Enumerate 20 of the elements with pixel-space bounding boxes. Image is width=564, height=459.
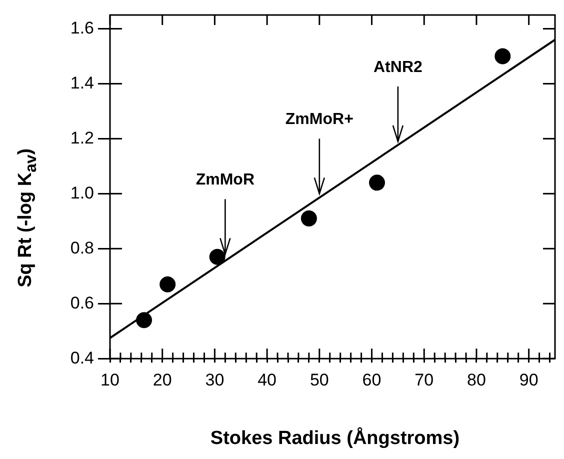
y-tick-label: 1.6 — [70, 18, 94, 38]
x-tick-label: 70 — [414, 370, 434, 390]
x-tick-label: 20 — [152, 370, 172, 390]
x-tick-label: 10 — [100, 370, 120, 390]
x-tick-label: 40 — [258, 370, 277, 390]
x-tick-label: 30 — [205, 370, 224, 390]
x-tick-label: 80 — [467, 370, 486, 390]
annotation: AtNR2 — [373, 58, 422, 76]
y-tick-label: 0.4 — [70, 348, 94, 368]
y-tick-label: 1.4 — [70, 73, 94, 92]
annotation: ZmMoR — [196, 172, 255, 189]
y-tick-label: 1.0 — [70, 183, 94, 202]
x-tick-label: 60 — [362, 370, 382, 390]
x-tick-label: 90 — [519, 370, 538, 390]
x-axis-title: Stokes Radius (Ångstroms) — [209, 428, 461, 450]
x-tick-label: 50 — [310, 370, 329, 390]
y-tick-label: 0.8 — [70, 238, 94, 258]
annotation: ZmMoR+ — [285, 111, 354, 128]
y-tick-label: 1.2 — [70, 128, 94, 148]
y-tick-label: 0.6 — [70, 293, 94, 312]
